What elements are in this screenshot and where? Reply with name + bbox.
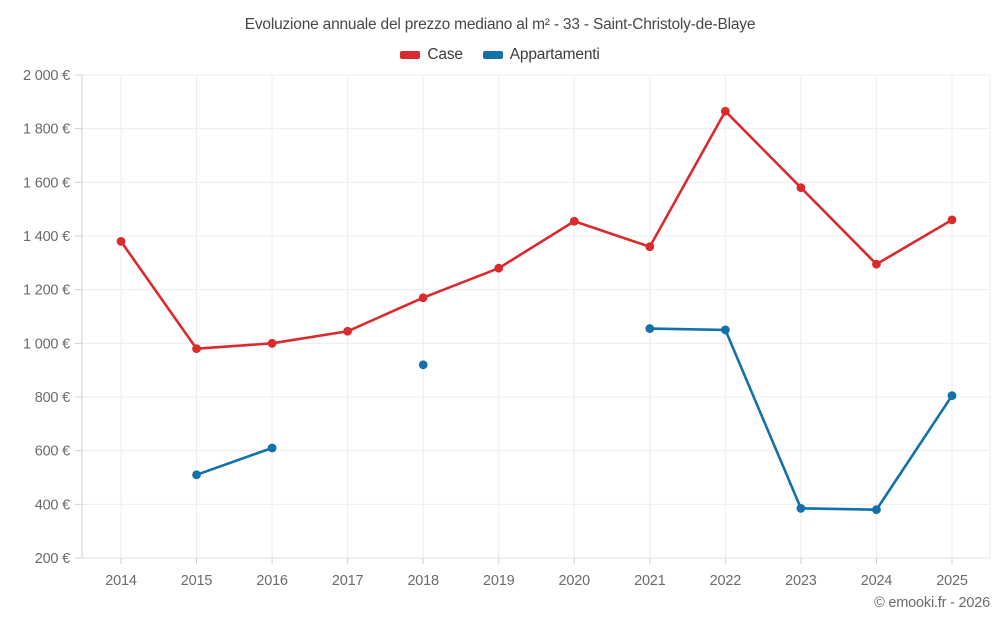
x-axis-label: 2015 [181, 573, 213, 589]
y-axis-label: 1 400 € [23, 229, 70, 245]
case-point-2016[interactable] [267, 338, 277, 348]
case-point-2024[interactable] [872, 259, 881, 269]
y-axis-label: 400 € [35, 497, 70, 513]
appartamenti-point-2024[interactable] [872, 505, 881, 515]
x-axis-label: 2018 [407, 573, 439, 589]
x-axis-label: 2020 [559, 573, 591, 589]
case-point-2015[interactable] [192, 344, 201, 354]
case-point-2022[interactable] [720, 106, 730, 116]
x-axis-label: 2022 [710, 573, 742, 589]
x-axis-label: 2017 [332, 573, 364, 589]
x-axis-label: 2016 [256, 573, 288, 589]
x-axis-label: 2023 [785, 573, 817, 589]
appartamenti-point-2018[interactable] [418, 360, 428, 370]
case-point-2017[interactable] [343, 326, 353, 336]
case-point-2023[interactable] [796, 183, 806, 193]
x-axis-label: 2024 [861, 573, 893, 589]
copyright: © emooki.fr - 2026 [874, 595, 990, 611]
case-point-2019[interactable] [494, 263, 504, 273]
case-line [119, 109, 954, 351]
y-axis-label: 2 000 € [23, 68, 70, 84]
appartamenti-point-2021[interactable] [645, 324, 655, 333]
case-point-2025[interactable] [947, 215, 957, 225]
y-axis-label: 1 200 € [23, 283, 70, 299]
case-legend-swatch-icon [400, 51, 421, 59]
legend-item-appartamenti[interactable]: Appartamenti [482, 46, 600, 64]
x-axis-label: 2014 [105, 573, 137, 589]
appartamenti-legend-swatch-icon [482, 51, 503, 59]
legend-label-appartamenti: Appartamenti [509, 46, 600, 63]
case-point-2014[interactable] [116, 236, 126, 246]
x-axis-label: 2025 [936, 573, 968, 589]
y-axis-label: 200 € [35, 551, 70, 567]
y-axis-label: 1 000 € [23, 336, 70, 352]
appartamenti-point-2016[interactable] [267, 443, 277, 453]
case-point-2020[interactable] [569, 216, 579, 226]
appartamenti-point-2025[interactable] [947, 391, 957, 401]
appartamenti-point-2022[interactable] [720, 325, 730, 335]
y-axis-label: 600 € [35, 444, 70, 460]
x-axis-label: 2019 [483, 573, 515, 589]
chart-legend: Case Appartamenti [0, 46, 1000, 64]
legend-item-case[interactable]: Case [400, 46, 463, 64]
appartamenti-line [195, 446, 274, 477]
legend-label-case: Case [427, 46, 463, 63]
y-axis-label: 1 600 € [23, 175, 70, 191]
appartamenti-point-2023[interactable] [796, 503, 806, 513]
y-axis-label: 1 800 € [23, 122, 70, 138]
appartamenti-point-2015[interactable] [192, 470, 201, 480]
x-axis-label: 2021 [634, 573, 666, 589]
chart-title: Evoluzione annuale del prezzo mediano al… [244, 16, 756, 33]
y-axis-label: 800 € [35, 390, 70, 406]
case-point-2021[interactable] [645, 242, 655, 252]
case-point-2018[interactable] [418, 293, 428, 303]
